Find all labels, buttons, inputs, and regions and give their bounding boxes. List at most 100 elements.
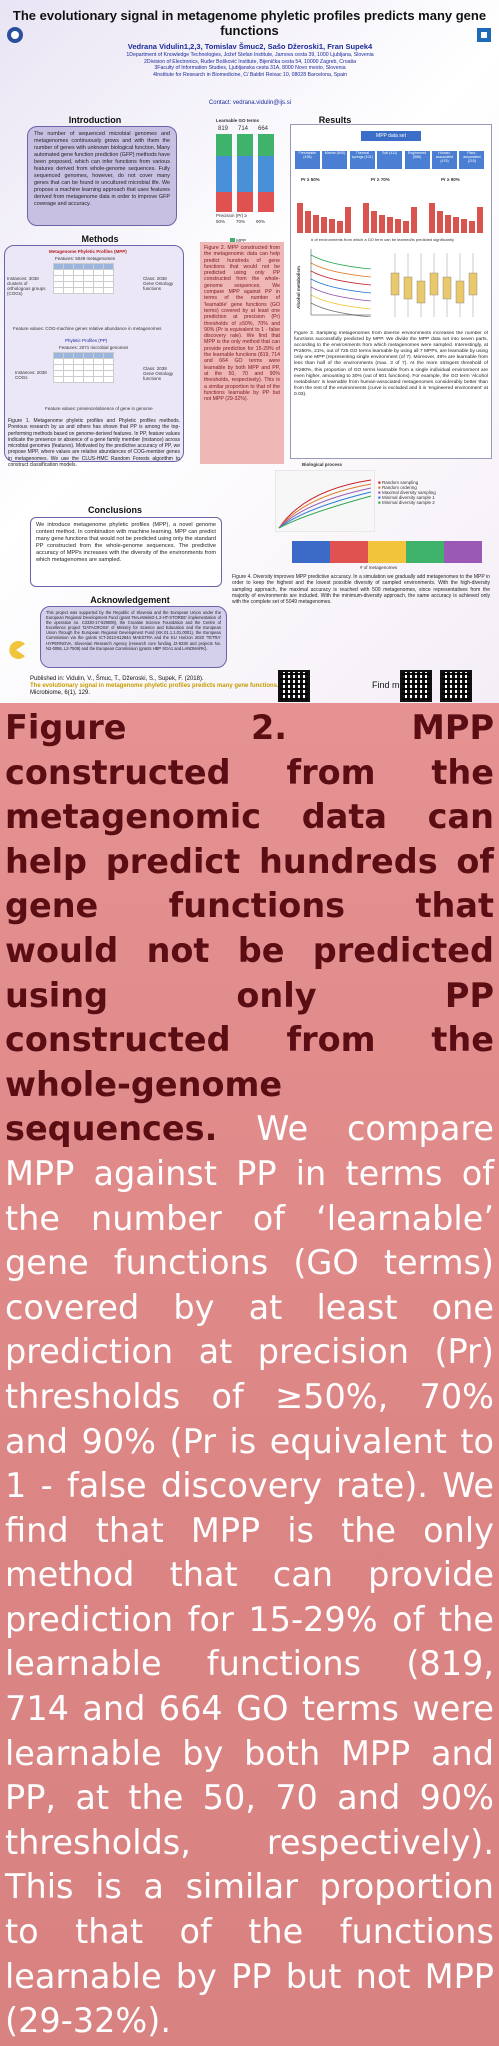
qr-code[interactable] [278, 670, 310, 702]
environment-node: Marine (640) [322, 151, 348, 169]
conclusions-box: We introduce metagenome phyletic profile… [30, 517, 222, 587]
histogram-bar [411, 207, 417, 233]
fig4-series-line [278, 495, 372, 529]
fig4-series-line [278, 487, 372, 529]
fig2-count: 664 [258, 126, 269, 132]
histogram-bar [429, 203, 435, 233]
fig2-caption-small: Figure 2. MPP constructed from the metag… [200, 242, 284, 464]
poster-thumbnail: The evolutionary signal in metagenome ph… [0, 0, 499, 703]
publication-footer: Published in: Vidulin, V., Šmuc, T., Dže… [30, 676, 280, 697]
histogram-bar [371, 211, 377, 233]
legend-label: MPP [236, 238, 247, 243]
environment-node: Thermal springs (101) [349, 151, 375, 169]
acknowledgement-box: This project was supported by the Republ… [40, 606, 227, 668]
mpp-table [53, 263, 114, 294]
pp-label: Phyletic Profiles (PP) [65, 338, 108, 343]
histogram-bar [345, 207, 351, 233]
institute-logo-left [7, 27, 23, 43]
legend-label: Maximal diversity sampling [381, 490, 436, 495]
pr-curve [310, 294, 372, 310]
mpp-features: Features: 5049 metagenomes [55, 256, 116, 261]
methods-heading: Methods [81, 234, 119, 244]
fig2-caption-zoom: Figure 2. MPP constructed from the metag… [0, 703, 499, 2046]
environment-node: Freshwater (436) [295, 151, 320, 169]
environment-row: Freshwater (436) Marine (640) Thermal spri… [295, 151, 487, 171]
alcohol-label: Alcohol metabolism [295, 266, 301, 309]
published-title: The evolutionary signal in metagenome ph… [30, 683, 279, 689]
fig3-caption: Figure 3. Sampling metagenomes from dive… [294, 331, 488, 397]
histogram-bar [297, 203, 303, 233]
fig4-series-line [278, 491, 372, 529]
histogram-bar [337, 221, 343, 233]
pr-curve [310, 254, 372, 270]
legend-label: Random sampling [381, 480, 419, 485]
find-me-label: Find me at: [372, 680, 418, 690]
feature-note-mpp: Feature values: COG-machine genes relati… [13, 326, 162, 331]
fig2-bar-pp [216, 192, 232, 212]
conclusions-text: We introduce metagenome phyletic profile… [36, 522, 216, 564]
fig1-caption: Figure 1. Metagenome phyletic profiles a… [8, 418, 180, 469]
zoom-caption-body: We compare MPP against PP in terms of th… [5, 1109, 494, 2041]
histogram-bar [477, 207, 483, 233]
histogram-bar [305, 211, 311, 233]
fig2-bar-pp [237, 192, 253, 212]
affiliation-line: 1Department of Knowledge Technologies, J… [126, 52, 374, 58]
fig3-pr-curves [310, 249, 372, 317]
affiliation-line: 3Faculty of Information Studies, Ljublja… [154, 65, 346, 71]
results-root-node: MPP data set [361, 131, 421, 141]
environment-node: Plant-associated (215) [459, 151, 485, 169]
acknowledgement-heading: Acknowledgement [90, 595, 170, 605]
histogram-bar [461, 219, 467, 233]
boxplot-box [455, 280, 465, 304]
boxplot-box [442, 276, 452, 300]
fig4-caption: Figure 4. Diversity improves MPP predict… [232, 574, 490, 606]
pr-curve [310, 270, 372, 286]
fig2-bar-mpp [237, 134, 253, 156]
histogram-bar [329, 219, 335, 233]
poster-affiliations: 1Department of Knowledge Technologies, J… [60, 52, 440, 78]
pr-curve [310, 278, 372, 294]
poster-title: The evolutionary signal in metagenome ph… [12, 8, 487, 38]
fig2-chart: Learnable GO terms 819 714 664 50% 70% 9… [210, 118, 280, 233]
environment-node: Soil (411) [377, 151, 403, 169]
introduction-heading: Introduction [68, 115, 122, 125]
legend-label: Random ordering [381, 485, 417, 490]
class-label-mpp: Class: 2038 Gene Ontology functions [143, 276, 174, 291]
histogram-bar [363, 203, 369, 233]
panel-title: Pr ≥ 70% [371, 177, 390, 182]
affiliation-line: 4Institute for Research in Biomedicine, … [152, 71, 348, 78]
fig2-precision: 90% [256, 219, 266, 224]
methods-box: Metagenome Phyletic Profiles (MPP) Featu… [4, 245, 184, 462]
boxplot-box [416, 280, 426, 304]
fig2-bar-mpp [258, 134, 274, 156]
histogram-bar [469, 221, 475, 233]
zoom-caption-text: Figure 2. MPP constructed from the metag… [5, 706, 494, 2044]
boxplot-box [468, 272, 478, 296]
fig2-heading: Learnable GO terms [216, 118, 260, 123]
environment-node: Human-associated (476) [432, 151, 457, 169]
institute-logo-right [477, 28, 491, 42]
qr-code[interactable] [440, 670, 472, 702]
fig2-count: 714 [238, 126, 249, 132]
fig3-x-label: # of environments from which a GO term c… [311, 237, 454, 242]
histogram-bar [313, 215, 319, 233]
fig2-bar-both [237, 156, 253, 192]
fig2-axis-label: Precision (Pr) ≥ [216, 213, 247, 218]
legend-label: Minimal diversity sample 2 [381, 500, 435, 505]
fig2-count: 819 [218, 126, 229, 132]
histogram-bar [387, 217, 393, 233]
fig4-strip [292, 541, 482, 563]
fig2-bar-mpp [216, 134, 232, 156]
class-label-pp: Class: 2038 Gene Ontology functions [143, 366, 174, 381]
instances-pp: Instances: 2038 COGs [15, 370, 47, 380]
histogram-bar [395, 219, 401, 233]
panel-title: Pr ≥ 50% [301, 177, 320, 182]
legend-label: Minimal diversity sample 1 [381, 495, 435, 500]
fig2-precision: 70% [236, 219, 246, 224]
conclusions-heading: Conclusions [87, 505, 142, 515]
pp-table [53, 352, 114, 383]
poster-authors: Vedrana Vidulin1,2,3, Tomislav Šmuc2, Sa… [127, 42, 373, 51]
fig4-x-label: # of metagenomes [360, 565, 398, 570]
qr-code[interactable] [400, 670, 432, 702]
boxplot-box [429, 272, 439, 296]
